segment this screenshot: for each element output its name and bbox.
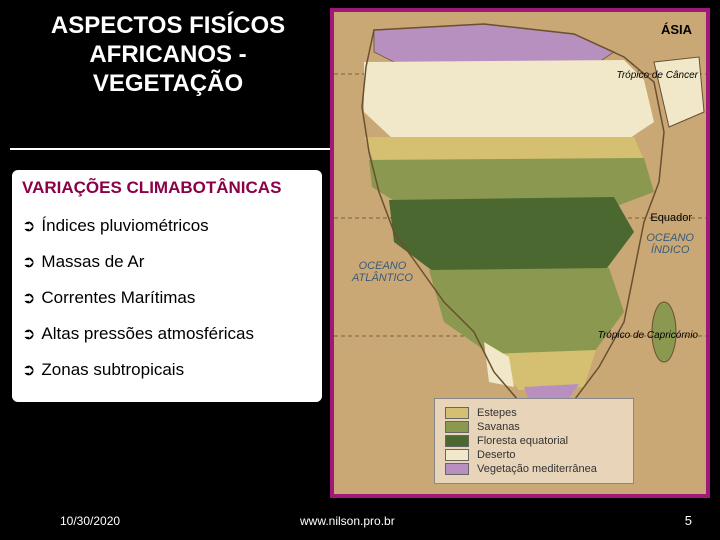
ocean-atl-1: OCEANO — [359, 260, 407, 272]
map-panel: ÁSIA Trópico de Câncer Equador OCEANO AT… — [330, 8, 710, 498]
bullet-text: Massas de Ar — [41, 252, 144, 272]
footer-url: www.nilson.pro.br — [300, 514, 395, 528]
bullet-item: ➲ Correntes Marítimas — [22, 280, 312, 316]
title-line-3: VEGETAÇÃO — [18, 70, 318, 99]
map-inner: ÁSIA Trópico de Câncer Equador OCEANO AT… — [334, 12, 706, 494]
legend-row: Deserto — [445, 449, 623, 461]
legend-swatch — [445, 435, 469, 447]
title-underline — [10, 148, 330, 150]
legend-text: Floresta equatorial — [477, 435, 568, 447]
bullet-item: ➲ Índices pluviométricos — [22, 208, 312, 244]
bullet-text: Correntes Marítimas — [41, 288, 195, 308]
map-legend: Estepes Savanas Floresta equatorial Dese… — [434, 398, 634, 484]
legend-row: Savanas — [445, 421, 623, 433]
ocean-atl-2: ATLÂNTICO — [352, 272, 413, 284]
ocean-ind-2: ÍNDICO — [651, 244, 690, 256]
legend-text: Savanas — [477, 421, 520, 433]
ocean-indian-label: OCEANO ÍNDICO — [646, 232, 694, 256]
asia-label: ÁSIA — [661, 22, 692, 37]
bullet-list: ➲ Índices pluviométricos ➲ Massas de Ar ➲ C… — [22, 208, 312, 388]
footer-page: 5 — [685, 513, 692, 528]
tropic-capricorn-label: Trópico de Capricórnio — [598, 330, 698, 341]
bullet-item: ➲ Massas de Ar — [22, 244, 312, 280]
legend-swatch — [445, 463, 469, 475]
slide: ASPECTOS FISÍCOS AFRICANOS - VEGETAÇÃO V… — [0, 0, 720, 540]
legend-row: Floresta equatorial — [445, 435, 623, 447]
legend-text: Estepes — [477, 407, 517, 419]
tropic-cancer-label: Trópico de Câncer — [616, 70, 698, 81]
bullet-icon: ➲ — [22, 324, 35, 344]
bullet-item: ➲ Zonas subtropicais — [22, 352, 312, 388]
title-line-1: ASPECTOS FISÍCOS — [18, 12, 318, 41]
legend-row: Vegetação mediterrânea — [445, 463, 623, 475]
ocean-atlantic-label: OCEANO ATLÂNTICO — [352, 260, 413, 284]
legend-text: Deserto — [477, 449, 516, 461]
bullet-text: Altas pressões atmosféricas — [41, 324, 254, 344]
footer-date: 10/30/2020 — [60, 514, 120, 528]
equator-label: Equador — [650, 212, 692, 224]
ocean-ind-1: OCEANO — [646, 232, 694, 244]
bullet-icon: ➲ — [22, 360, 35, 380]
content-box: VARIAÇÕES CLIMABOTÂNICAS ➲ Índices pluvio… — [12, 170, 322, 402]
legend-swatch — [445, 449, 469, 461]
bullet-icon: ➲ — [22, 216, 35, 236]
bullet-icon: ➲ — [22, 288, 35, 308]
legend-swatch — [445, 421, 469, 433]
title-line-2: AFRICANOS - — [18, 41, 318, 70]
subtitle: VARIAÇÕES CLIMABOTÂNICAS — [22, 178, 312, 198]
bullet-item: ➲ Altas pressões atmosféricas — [22, 316, 312, 352]
legend-text: Vegetação mediterrânea — [477, 463, 597, 475]
title-block: ASPECTOS FISÍCOS AFRICANOS - VEGETAÇÃO — [18, 12, 318, 98]
bullet-icon: ➲ — [22, 252, 35, 272]
legend-swatch — [445, 407, 469, 419]
legend-row: Estepes — [445, 407, 623, 419]
bullet-text: Zonas subtropicais — [41, 360, 184, 380]
bullet-text: Índices pluviométricos — [41, 216, 208, 236]
